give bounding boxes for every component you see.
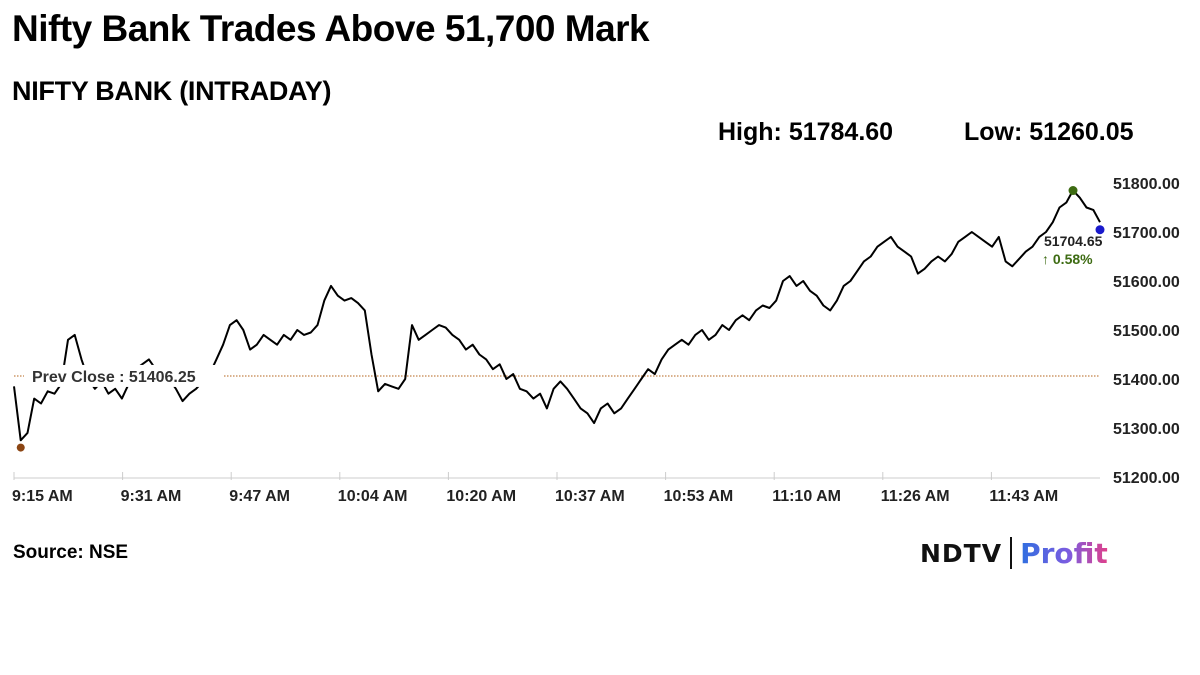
logo-profit-text: Profit <box>1020 536 1108 570</box>
source-label: Source: NSE <box>13 542 129 563</box>
x-tick-label: 10:04 AM <box>338 488 408 505</box>
x-axis: 9:15 AM 9:31 AM 9:47 AM 10:04 AM 10:20 AM 10:… <box>12 472 1100 505</box>
low-stat: Low: 51260.05 <box>964 118 1134 146</box>
price-line <box>13 189 1101 442</box>
low-marker <box>16 443 25 452</box>
x-tick-label: 11:10 AM <box>772 488 841 505</box>
x-tick-label: 9:31 AM <box>121 488 182 505</box>
prev-close-label-bg <box>24 364 224 387</box>
y-axis: 51800.00 51700.00 51600.00 51500.00 51400.00… <box>1113 176 1180 487</box>
change-percent-label: ↑ 0.58% <box>1042 251 1093 267</box>
x-tick-label: 11:26 AM <box>881 488 950 505</box>
y-tick-label: 51400.00 <box>1113 372 1180 389</box>
logo-ndtv-text: NDTV <box>920 538 1003 568</box>
y-tick-label: 51700.00 <box>1113 225 1180 242</box>
x-tick-label: 9:15 AM <box>12 488 73 505</box>
x-tick-label: 10:53 AM <box>664 488 734 505</box>
x-tick-label: 10:20 AM <box>446 488 516 505</box>
prev-close-label: Prev Close : 51406.25 <box>32 369 196 386</box>
y-tick-label: 51200.00 <box>1113 470 1180 487</box>
ndtv-profit-logo: NDTV Profit <box>920 533 1108 573</box>
last-price-label: 51704.65 <box>1044 233 1103 249</box>
chart-subtitle: NIFTY BANK (INTRADAY) <box>12 76 332 106</box>
high-stat: High: 51784.60 <box>718 118 894 146</box>
x-tick-label: 11:43 AM <box>989 488 1058 505</box>
logo-divider <box>1010 537 1013 569</box>
y-tick-label: 51800.00 <box>1113 176 1180 193</box>
high-marker <box>1068 186 1078 196</box>
y-tick-label: 51500.00 <box>1113 323 1180 340</box>
y-tick-label: 51600.00 <box>1113 274 1180 291</box>
x-tick-label: 10:37 AM <box>555 488 625 505</box>
x-tick-label: 9:47 AM <box>229 488 290 505</box>
y-tick-label: 51300.00 <box>1113 421 1180 438</box>
page-title: Nifty Bank Trades Above 51,700 Mark <box>12 8 650 49</box>
last-marker <box>1095 225 1105 235</box>
